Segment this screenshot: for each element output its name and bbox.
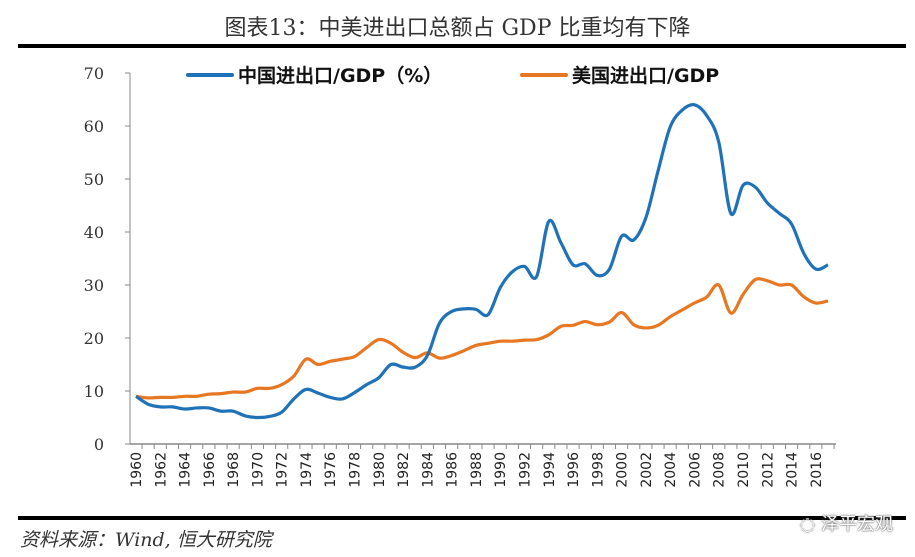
x-tick-label: 1996: [566, 452, 582, 488]
y-tick-label: 40: [84, 223, 104, 242]
x-tick-label: 1962: [153, 452, 169, 488]
x-tick-label: 1972: [275, 452, 291, 488]
x-tick-label: 1970: [250, 452, 266, 488]
x-tick-label: 1982: [396, 452, 412, 488]
x-tick-label: 2002: [639, 452, 655, 488]
x-tick-label: 1964: [178, 452, 194, 488]
x-tick-label: 2016: [809, 452, 825, 488]
top-divider: [18, 44, 906, 48]
source-note: 资料来源：Wind, 恒大研究院: [20, 529, 272, 551]
series-line: [135, 277, 829, 400]
x-tick-label: 1990: [493, 452, 509, 488]
x-tick-label: 1978: [348, 452, 364, 488]
x-tick-label: 2012: [760, 452, 776, 488]
legend-label: 美国进出口/GDP: [572, 64, 719, 87]
x-tick-label: 1988: [469, 452, 485, 488]
x-tick-label: 1976: [323, 452, 339, 488]
x-tick-label: 1966: [202, 452, 218, 488]
y-tick-label: 70: [84, 64, 104, 83]
watermark: ◌ 泽平宏观: [800, 510, 893, 536]
series-line: [135, 103, 829, 420]
x-tick-label: 1974: [299, 452, 315, 488]
chart-title: 图表13：中美进出口总额占 GDP 比重均有下降: [224, 16, 691, 41]
x-tick-label: 1992: [517, 452, 533, 488]
bottom-divider: [18, 516, 906, 520]
legend-label: 中国进出口/GDP（%）: [238, 64, 442, 87]
x-tick-label: 2006: [687, 452, 703, 488]
y-tick-label: 10: [84, 382, 104, 401]
x-tick-label: 1980: [372, 452, 388, 488]
y-tick-label: 50: [84, 170, 104, 189]
y-tick-label: 20: [84, 329, 104, 348]
y-tick-label: 60: [84, 117, 104, 136]
x-tick-label: 2014: [785, 452, 801, 488]
x-tick-label: 1994: [542, 452, 558, 488]
y-tick-label: 0: [94, 435, 104, 454]
x-tick-label: 1998: [590, 452, 606, 488]
x-tick-label: 1986: [445, 452, 461, 488]
wechat-icon: ◌: [799, 514, 821, 535]
x-tick-label: 1984: [420, 452, 436, 488]
x-tick-label: 2000: [615, 452, 631, 488]
y-tick-label: 30: [84, 276, 104, 295]
x-tick-label: 1960: [129, 452, 145, 488]
watermark-text: 泽平宏观: [821, 514, 893, 535]
x-tick-label: 2004: [663, 452, 679, 488]
x-tick-label: 2010: [736, 452, 752, 488]
x-tick-label: 2008: [712, 452, 728, 488]
x-tick-label: 1968: [226, 452, 242, 488]
